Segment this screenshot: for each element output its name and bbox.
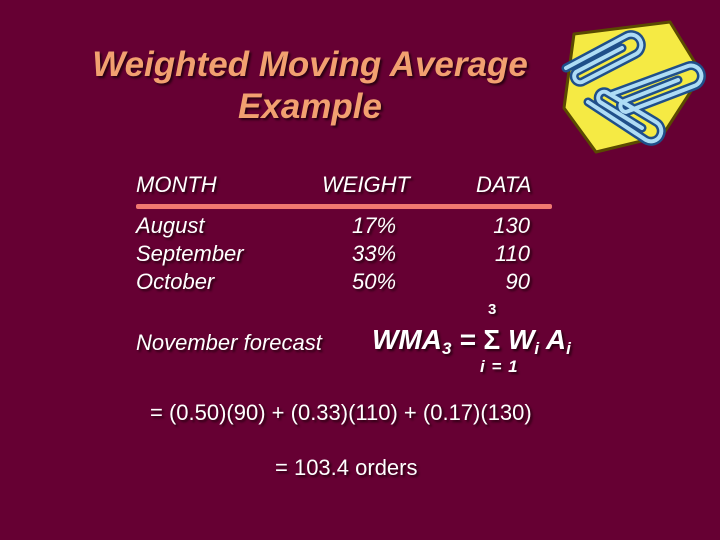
title-line-2: Example [238, 87, 382, 126]
summation-upper-limit: 3 [488, 301, 497, 318]
header-month: MONTH [136, 172, 217, 197]
weight-cell: 17% [352, 213, 397, 238]
formula-actual: A [539, 324, 567, 355]
data-cell: 90 [505, 269, 530, 294]
data-column: 130 110 90 [488, 212, 530, 296]
formula-weight-subscript: i [534, 339, 540, 358]
formula-actual-subscript: i [566, 339, 571, 358]
month-cell: September [136, 241, 244, 266]
header-rule [136, 204, 552, 209]
sigma-symbol: Σ [483, 324, 501, 355]
weight-column: 17% 33% 50% [352, 212, 396, 296]
weight-cell: 50% [352, 269, 397, 294]
month-cell: October [136, 269, 215, 294]
summation-lower-limit: i = 1 [480, 357, 519, 376]
formula-wma-subscript: 3 [441, 339, 452, 358]
month-column: August September October [136, 212, 244, 296]
data-cell: 130 [493, 213, 530, 238]
formula-equals: = [451, 324, 484, 355]
header-data: DATA [476, 172, 532, 197]
calculation-result: = 103.4 orders [275, 455, 418, 480]
paperclips-clipart-icon [561, 20, 706, 154]
header-weight: WEIGHT [322, 172, 410, 197]
title-line-1: Weighted Moving Average [92, 45, 528, 84]
formula-wma: WMA [372, 324, 442, 355]
wma-formula: WMA3 = Σ Wi Ai [372, 324, 571, 359]
weight-cell: 33% [352, 241, 397, 266]
calculation-line-1: = (0.50)(90) + (0.33)(110) + (0.17)(130) [150, 400, 532, 425]
month-cell: August [136, 213, 205, 238]
formula-weight: W [500, 324, 535, 355]
data-cell: 110 [494, 241, 530, 266]
forecast-label: November forecast [136, 330, 322, 355]
slide-title: Weighted Moving Average Example [40, 44, 580, 128]
